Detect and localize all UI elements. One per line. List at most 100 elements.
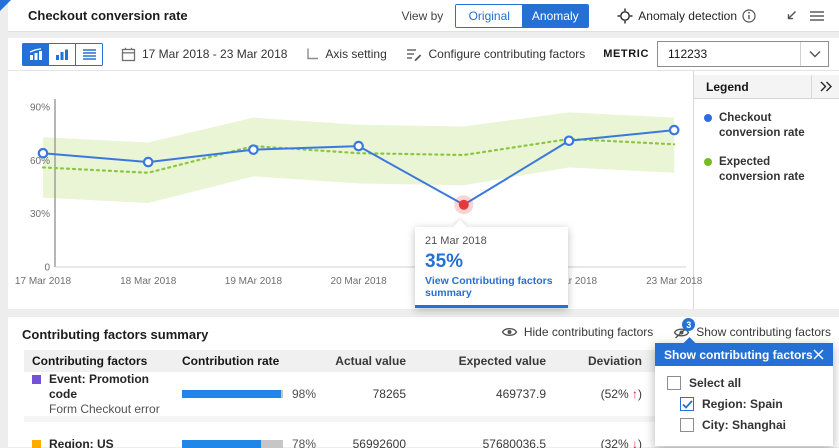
checkbox-label[interactable]: Select all — [689, 376, 742, 390]
contribution-rate-bar — [182, 440, 283, 448]
factor-name: Region: US — [49, 436, 114, 448]
x-axis-tick: 20 Mar 2018 — [331, 276, 388, 287]
factor-checkbox-row[interactable]: Select all — [667, 376, 823, 390]
info-icon[interactable] — [742, 8, 756, 23]
col-actual-value: Actual value — [335, 354, 406, 368]
factors-table-header: Contributing factors Contribution rate A… — [24, 350, 823, 372]
view-by-label: View by — [401, 8, 444, 23]
x-axis-tick: 22 Mar 2018 — [541, 276, 598, 287]
factor-color-swatch — [32, 375, 41, 384]
checkbox[interactable] — [667, 376, 681, 390]
legend-collapse-icon[interactable] — [811, 75, 839, 98]
metric-select[interactable]: 112233 — [657, 41, 829, 67]
expected-value: 57680036.5 — [482, 437, 546, 448]
chevron-down-icon — [800, 42, 828, 66]
legend-item[interactable]: Expected conversion rate — [704, 155, 829, 185]
factor-checkbox-row[interactable]: Region: Spain — [680, 397, 823, 411]
y-axis-tick: 60% — [30, 156, 50, 167]
data-point-marker[interactable] — [668, 124, 680, 136]
conversion-line-chart[interactable]: 90% 60% 30% 0 17 Mar 2018 18 Mar 2018 19 MAr 2… — [8, 71, 703, 299]
hide-factors-button[interactable]: Hide contributing factors — [501, 325, 653, 339]
data-point-marker[interactable] — [563, 135, 575, 147]
metric-label: METRIC — [603, 48, 649, 60]
date-range-picker[interactable]: 17 Mar 2018 - 23 Mar 2018 — [121, 47, 287, 62]
factor-checkbox-row[interactable]: City: Shanghai — [680, 418, 823, 432]
deviation-value: (32% ↓) — [554, 437, 650, 448]
page-header: Checkout conversion rate View by Origina… — [8, 0, 839, 32]
page-title: Checkout conversion rate — [28, 8, 188, 23]
table-row[interactable]: Event: Promotion code Form Checkout erro… — [24, 372, 823, 416]
x-axis-tick: 18 Mar 2018 — [120, 276, 177, 287]
view-by-toggle: Original Anomaly — [455, 3, 590, 28]
date-range-label: 17 Mar 2018 - 23 Mar 2018 — [142, 47, 288, 61]
anomaly-detection-button[interactable]: Anomaly detection — [617, 8, 756, 24]
corner-marker — [0, 0, 11, 11]
tooltip-summary-link[interactable]: View Contributing factors summary — [425, 275, 553, 299]
factor-name: Event: Promotion code — [49, 372, 150, 401]
plot-area: 90% 60% 30% 0 17 Mar 2018 18 Mar 2018 19 MAr 2… — [8, 71, 703, 309]
table-row[interactable]: Region: US 78% 56992600 57680036.5 (32% … — [24, 422, 823, 448]
row-divider — [24, 416, 823, 422]
factors-table: Contributing factors Contribution rate A… — [24, 350, 823, 448]
hide-factors-label: Hide contributing factors — [523, 325, 654, 339]
col-contribution-rate: Contribution rate — [182, 354, 280, 368]
configure-factors-label: Configure contributing factors — [428, 47, 586, 61]
show-factors-button[interactable]: 3 Show contributing factors — [673, 318, 831, 339]
chart-type-group — [22, 42, 103, 66]
checkbox-label[interactable]: Region: Spain — [702, 397, 783, 411]
combo-chart-button[interactable] — [22, 42, 49, 66]
checkbox[interactable] — [680, 397, 694, 411]
y-axis-tick: 0 — [44, 263, 50, 274]
anomaly-tooltip: 21 Mar 2018 35% View Contributing factor… — [415, 219, 568, 308]
x-axis-tick: 19 MAr 2018 — [225, 276, 283, 287]
y-axis-tick: 30% — [30, 209, 50, 220]
deviation-arrow-icon: ↓ — [632, 437, 638, 448]
legend-item-label: Expected conversion rate — [719, 155, 805, 183]
anomaly-target-icon — [617, 8, 633, 24]
col-contributing-factors: Contributing factors — [32, 354, 148, 368]
legend-items: Checkout conversion rate Expected convers… — [694, 99, 839, 197]
factor-subname: Form Checkout error — [49, 402, 160, 416]
view-anomaly-button[interactable]: Anomaly — [522, 4, 589, 27]
legend-header: Legend — [694, 75, 839, 99]
confidence-band — [43, 112, 675, 203]
view-original-button[interactable]: Original — [456, 4, 523, 27]
axis-setting-button[interactable]: Axis setting — [305, 47, 387, 61]
eye-icon — [501, 326, 518, 338]
deviation-arrow-icon: ↑ — [632, 387, 638, 401]
chart-toolbar: 17 Mar 2018 - 23 Mar 2018 Axis setting C… — [8, 38, 839, 71]
tooltip-date: 21 Mar 2018 — [425, 235, 487, 247]
legend-dot-icon — [704, 157, 712, 166]
anomaly-point[interactable] — [458, 199, 469, 210]
col-expected-value: Expected value — [458, 354, 546, 368]
close-icon[interactable] — [813, 349, 824, 360]
contribution-rate-label: 98% — [291, 387, 316, 401]
checkbox[interactable] — [680, 418, 694, 432]
legend-item[interactable]: Checkout conversion rate — [704, 111, 829, 141]
configure-factors-button[interactable]: Configure contributing factors — [406, 47, 585, 62]
contribution-rate-label: 78% — [291, 437, 316, 448]
metric-value: 112233 — [668, 47, 708, 61]
x-axis-tick: 23 Mar 2018 — [646, 276, 703, 287]
contribution-rate-bar — [182, 390, 283, 398]
legend-item-label: Checkout conversion rate — [719, 112, 805, 139]
table-view-button[interactable] — [76, 42, 103, 66]
actual-value: 56992600 — [352, 437, 406, 448]
show-factors-badge: 3 — [682, 318, 696, 331]
legend-panel: Legend Checkout conversion rate Expected … — [693, 71, 839, 309]
legend-title: Legend — [706, 79, 749, 94]
actual-value: 78265 — [372, 387, 406, 401]
bar-chart-button[interactable] — [49, 42, 76, 66]
data-point-marker[interactable] — [248, 144, 259, 155]
col-deviation: Deviation — [587, 354, 642, 368]
menu-icon[interactable] — [809, 9, 825, 23]
tooltip-value: 35% — [425, 251, 464, 272]
data-point-marker[interactable] — [353, 140, 364, 152]
popup-title: Show contributing factors — [664, 347, 813, 362]
data-point-marker[interactable] — [142, 156, 154, 168]
collapse-icon[interactable] — [784, 8, 799, 23]
data-point-marker[interactable] — [37, 147, 49, 159]
y-axis-tick: 90% — [30, 102, 50, 113]
calendar-icon — [121, 47, 136, 62]
checkbox-label[interactable]: City: Shanghai — [702, 418, 787, 432]
